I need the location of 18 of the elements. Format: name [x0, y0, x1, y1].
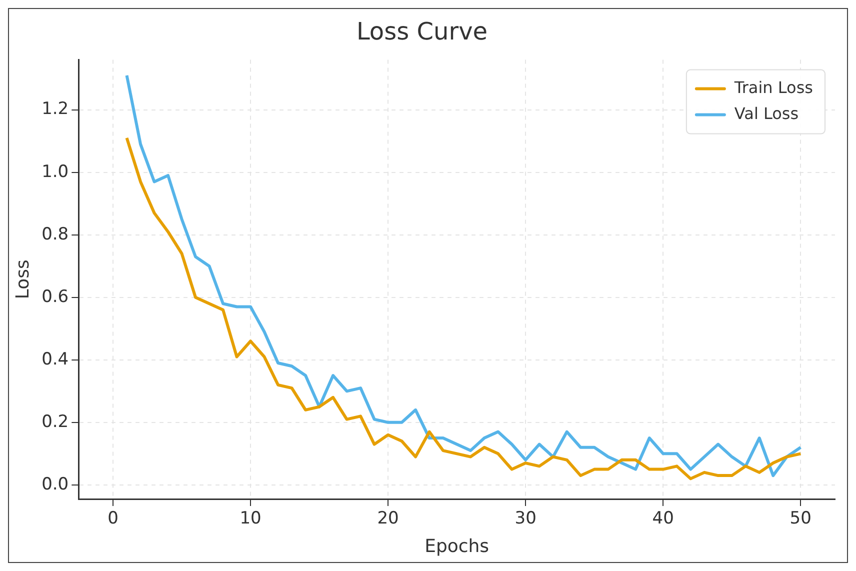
legend-label: Val Loss — [734, 104, 799, 123]
x-tick-label: 30 — [514, 508, 536, 529]
y-tick-label: 1.0 — [42, 162, 69, 182]
x-axis-title: Epochs — [424, 536, 490, 557]
y-axis-title: Loss — [12, 260, 34, 300]
chart-title: Loss Curve — [356, 18, 488, 46]
legend-label: Train Loss — [733, 78, 814, 97]
y-tick-label: 0.8 — [42, 224, 69, 244]
x-tick-label: 10 — [240, 508, 262, 529]
y-tick-label: 1.2 — [42, 99, 69, 120]
y-tick-label: 0.6 — [42, 286, 69, 307]
y-tick-label: 0.0 — [42, 474, 69, 494]
x-tick-label: 0 — [108, 508, 118, 529]
x-tick-label: 50 — [790, 508, 812, 529]
y-tick-label: 0.2 — [42, 412, 69, 432]
x-tick-label: 40 — [652, 508, 674, 529]
y-tick-label: 0.4 — [42, 349, 69, 370]
x-tick-label: 20 — [377, 508, 399, 529]
